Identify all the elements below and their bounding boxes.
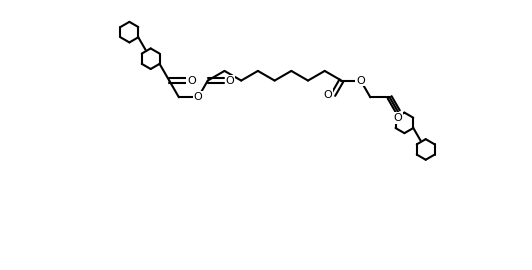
- Text: O: O: [187, 76, 196, 86]
- Text: O: O: [394, 113, 402, 123]
- Text: O: O: [323, 90, 332, 100]
- Text: O: O: [226, 76, 235, 86]
- Text: O: O: [356, 76, 365, 86]
- Text: O: O: [194, 92, 203, 102]
